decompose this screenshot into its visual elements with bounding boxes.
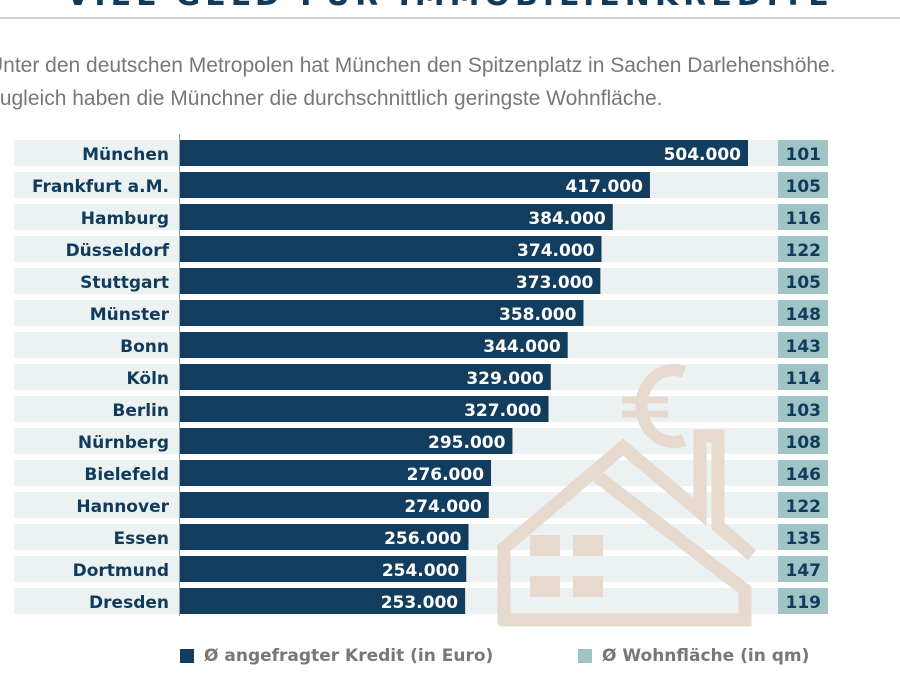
bar-kredit <box>180 332 568 358</box>
bar-kredit <box>180 492 489 518</box>
wohnflaeche-cell <box>778 556 828 582</box>
bar-kredit <box>180 364 551 390</box>
intro-line-1: Unter den deutschen Metropolen hat Münch… <box>0 54 836 77</box>
wohnflaeche-cell <box>778 524 828 550</box>
wohnflaeche-value: 103 <box>786 401 822 421</box>
legend-swatch-kredit <box>180 649 194 663</box>
bar-value-label: 274.000 <box>404 497 482 517</box>
category-label: München <box>82 145 169 165</box>
category-label: Münster <box>90 305 170 325</box>
bar-value-label: 358.000 <box>499 305 577 325</box>
wohnflaeche-cell <box>778 172 828 198</box>
wohnflaeche-value: 119 <box>786 593 822 613</box>
title-divider <box>0 17 900 19</box>
bar-value-label: 327.000 <box>464 401 542 421</box>
wohnflaeche-value: 146 <box>786 465 822 485</box>
bar-value-label: 374.000 <box>517 241 595 261</box>
category-label: Nürnberg <box>78 433 169 453</box>
house-roof-outline <box>497 429 757 625</box>
category-label: Hamburg <box>81 209 169 229</box>
category-label: Berlin <box>112 401 169 421</box>
legend-item-wohnflaeche: Ø Wohnfläche (in qm) <box>578 646 809 666</box>
bar-value-label: 329.000 <box>466 369 544 389</box>
category-label: Essen <box>114 529 169 549</box>
category-label: Bonn <box>120 337 169 357</box>
wohnflaeche-value: 143 <box>786 337 822 357</box>
wohnflaeche-cell <box>778 492 828 518</box>
bar-value-label: 344.000 <box>483 337 561 357</box>
wohnflaeche-cell <box>778 204 828 230</box>
wohnflaeche-value: 148 <box>786 305 822 325</box>
category-label: Hannover <box>76 497 169 517</box>
bar-value-label: 295.000 <box>428 433 506 453</box>
wohnflaeche-value: 101 <box>786 145 822 165</box>
bar-kredit <box>180 236 602 262</box>
wohnflaeche-value: 122 <box>786 241 822 261</box>
bar-kredit <box>180 300 584 326</box>
house-window <box>573 576 603 597</box>
house-wall-outline <box>500 470 752 627</box>
wohnflaeche-cell <box>778 140 828 166</box>
legend-label-wohnflaeche: Ø Wohnfläche (in qm) <box>602 646 810 666</box>
bar-kredit <box>180 268 601 294</box>
category-label: Bielefeld <box>84 465 169 485</box>
wohnflaeche-value: 122 <box>786 497 822 517</box>
house-window <box>530 535 560 556</box>
wohnflaeche-cell <box>778 396 828 422</box>
legend-swatch-wohnflaeche <box>578 649 592 663</box>
bar-kredit <box>180 588 466 614</box>
bar-value-label: 256.000 <box>384 529 462 549</box>
wohnflaeche-value: 116 <box>786 209 822 229</box>
euro-sign <box>635 364 687 448</box>
category-label: Düsseldorf <box>66 241 170 261</box>
bar-chart: München 504.000 101 Frankfurt a.M. 417.000 10… <box>14 134 828 627</box>
wohnflaeche-cell <box>778 332 828 358</box>
wohnflaeche-cell <box>778 588 828 614</box>
bar-kredit <box>180 140 748 166</box>
legend-label-kredit: Ø angefragter Kredit (in Euro) <box>204 646 494 666</box>
wohnflaeche-cell <box>778 236 828 262</box>
bar-value-label: 253.000 <box>381 593 459 613</box>
category-label: Stuttgart <box>80 273 169 293</box>
bar-kredit <box>180 524 469 550</box>
bar-value-label: 384.000 <box>528 209 606 229</box>
wohnflaeche-value: 114 <box>786 369 822 389</box>
bar-kredit <box>180 172 650 198</box>
legend-item-kredit: Ø angefragter Kredit (in Euro) <box>180 646 493 666</box>
category-label: Dortmund <box>73 561 169 581</box>
wohnflaeche-value: 108 <box>786 433 822 453</box>
bar-kredit <box>180 396 549 422</box>
wohnflaeche-cell <box>778 364 828 390</box>
bar-kredit <box>180 204 613 230</box>
bar-kredit <box>180 556 467 582</box>
house-with-euro-icon <box>497 364 757 627</box>
bar-value-label: 276.000 <box>407 465 485 485</box>
wohnflaeche-value: 147 <box>786 561 822 581</box>
intro-line-2: Zugleich haben die Münchner die durchsch… <box>0 87 663 110</box>
category-label: Dresden <box>89 593 169 613</box>
bar-kredit <box>180 460 492 486</box>
bar-value-label: 254.000 <box>382 561 460 581</box>
category-label: Frankfurt a.M. <box>32 177 169 197</box>
bar-value-label: 373.000 <box>516 273 594 293</box>
wohnflaeche-cell <box>778 300 828 326</box>
house-window <box>530 576 560 597</box>
wohnflaeche-value: 105 <box>786 273 822 293</box>
wohnflaeche-value: 135 <box>786 529 822 549</box>
wohnflaeche-cell <box>778 428 828 454</box>
bar-value-label: 504.000 <box>664 145 742 165</box>
house-window <box>573 535 603 556</box>
category-label: Köln <box>127 369 169 389</box>
wohnflaeche-cell <box>778 268 828 294</box>
wohnflaeche-cell <box>778 460 828 486</box>
wohnflaeche-value: 105 <box>786 177 822 197</box>
chart-title: VIEL GELD FÜR IMMOBILIENKREDITE <box>0 0 900 13</box>
bar-value-label: 417.000 <box>566 177 644 197</box>
bar-kredit <box>180 428 513 454</box>
